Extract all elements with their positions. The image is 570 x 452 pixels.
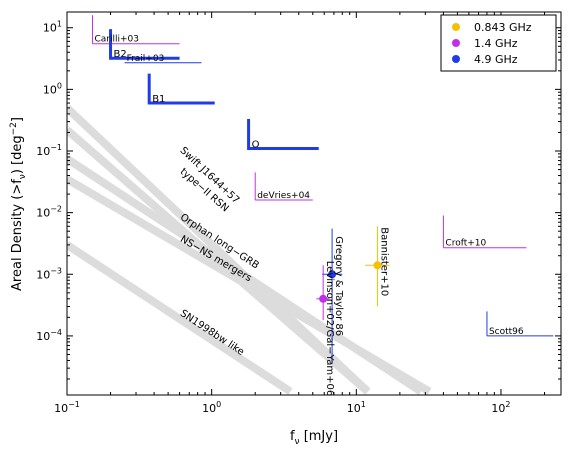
thick-limit-b1 <box>147 73 215 105</box>
point-label-gregory-taylor-86: Gregory & Taylor 86 <box>333 236 344 336</box>
x-tick-label: 100 <box>202 400 221 415</box>
legend-label-4-9-ghz: 4.9 GHz <box>474 53 518 66</box>
limit-label-frail-03: Frail+03 <box>127 54 165 64</box>
x-tick-label: 10−1 <box>54 400 80 415</box>
axis-ticks: 10−1 100 101 102 10−4 10−3 10−2 10−1 100 101 <box>36 12 561 415</box>
legend: 0.843 GHz 1.4 GHz 4.9 GHz <box>440 14 557 72</box>
model-curves <box>67 105 432 395</box>
model-curve-sn1998bw-like <box>67 241 293 395</box>
y-tick-label: 100 <box>43 81 62 96</box>
x-tick-label: 101 <box>347 400 366 415</box>
thick-survey-limits <box>109 29 319 150</box>
y-tick-label: 10−4 <box>36 328 62 343</box>
x-tick-label: 102 <box>491 400 510 415</box>
thick-label-o: O <box>252 139 260 150</box>
y-tick-label: 101 <box>43 20 62 35</box>
point-label-levinson-02-gal-yam-06: Levinson+02/Gal−Yam+06 <box>324 261 335 396</box>
thick-label-b2: B2 <box>114 49 127 60</box>
y-axis-label: Areal Density (>fν) [deg−2] <box>9 117 28 291</box>
y-tick-label: 10−1 <box>36 143 62 158</box>
thick-limit-o <box>247 119 319 150</box>
plot-frame <box>66 11 562 396</box>
y-tick-label: 10−3 <box>36 266 62 281</box>
limit-label-devries-04: deVries+04 <box>257 191 310 201</box>
point-bannister-10 <box>373 261 382 270</box>
legend-box <box>440 14 557 72</box>
legend-label-0-843-ghz: 0.843 GHz <box>474 21 532 34</box>
survey-limits <box>91 15 554 337</box>
point-levinson-02-gal-yam-06 <box>319 294 328 303</box>
thick-label-b1: B1 <box>152 94 165 105</box>
limit-label-croft-10: Croft+10 <box>445 239 486 249</box>
model-label-sn1998bw-like: SN1998bw like <box>178 308 246 358</box>
limit-label-carilli-03: Carilli+03 <box>94 35 138 45</box>
point-gregory-taylor-86 <box>328 270 337 279</box>
legend-marker-0-843-ghz <box>452 23 460 31</box>
thick-limit-b2 <box>109 29 180 60</box>
legend-marker-4-9-ghz <box>452 55 460 63</box>
legend-label-1-4-ghz: 1.4 GHz <box>474 37 518 50</box>
legend-marker-1-4-ghz <box>452 39 460 47</box>
limit-label-scott96: Scott96 <box>489 327 524 337</box>
model-curve-ns-ns-mergers <box>67 175 432 395</box>
point-label-bannister-10: Bannister+10 <box>378 227 389 296</box>
data-points <box>316 226 390 365</box>
x-axis-label: fν [mJy] <box>290 429 338 447</box>
y-tick-label: 10−2 <box>36 205 62 220</box>
